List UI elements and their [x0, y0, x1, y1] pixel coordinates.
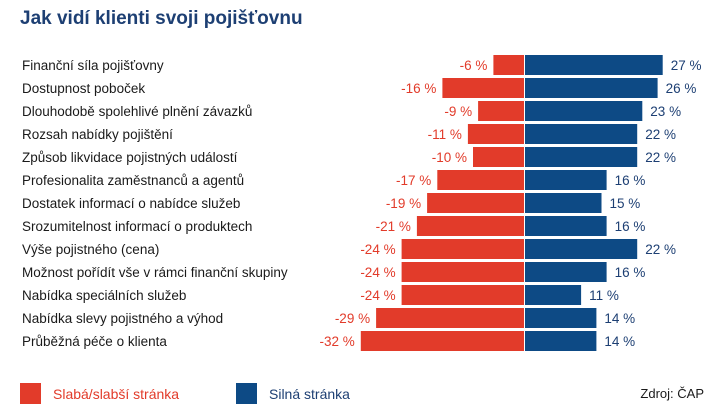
data-label-strong: 16 % — [615, 265, 646, 280]
bar-weak — [442, 78, 524, 98]
legend-item-strong: Silná stránka — [236, 383, 350, 404]
data-label-strong: 14 % — [604, 334, 635, 349]
data-label-strong: 22 % — [645, 150, 676, 165]
data-label-weak: -21 % — [376, 219, 411, 234]
category-label: Srozumitelnost informací o produktech — [22, 219, 252, 234]
data-label-strong: 11 % — [589, 288, 619, 303]
bar-strong — [525, 55, 663, 75]
bar-strong — [525, 262, 607, 282]
legend-label-weak: Slabá/slabší stránka — [53, 385, 180, 402]
bar-weak — [493, 55, 524, 75]
source-note: Zdroj: ČAP — [640, 386, 704, 401]
category-label: Průběžná péče o klienta — [22, 334, 167, 349]
legend-item-weak: Slabá/slabší stránka — [20, 383, 179, 404]
bar-strong — [525, 124, 638, 144]
bar-strong — [525, 147, 638, 167]
data-label-strong: 23 % — [650, 104, 681, 119]
legend-swatch-weak — [20, 383, 41, 404]
bar-strong — [525, 216, 607, 236]
category-label: Finanční síla pojišťovny — [22, 58, 164, 73]
bar-strong — [525, 239, 638, 259]
data-label-weak: -24 % — [360, 242, 395, 257]
data-label-weak: -32 % — [320, 334, 355, 349]
category-label: Nabídka slevy pojistného a výhod — [22, 311, 223, 326]
bar-weak — [473, 147, 524, 167]
data-label-strong: 16 % — [615, 173, 646, 188]
chart-title: Jak vidí klienti svoji pojišťovnu — [20, 8, 303, 29]
category-label: Rozsah nabídky pojištění — [22, 127, 173, 142]
bar-strong — [525, 331, 597, 351]
category-label: Způsob likvidace pojistných událostí — [22, 150, 238, 165]
data-label-weak: -10 % — [432, 150, 467, 165]
data-label-weak: -29 % — [335, 311, 370, 326]
legend-swatch-strong — [236, 383, 257, 404]
bar-strong — [525, 285, 582, 305]
bar-strong — [525, 308, 597, 328]
data-label-strong: 22 % — [645, 127, 676, 142]
data-label-weak: -16 % — [401, 81, 436, 96]
bar-weak — [376, 308, 524, 328]
data-label-weak: -19 % — [386, 196, 421, 211]
data-label-strong: 26 % — [666, 81, 697, 96]
bar-weak — [401, 285, 524, 305]
data-label-strong: 27 % — [671, 58, 702, 73]
bar-weak — [401, 239, 524, 259]
data-label-weak: -6 % — [460, 58, 488, 73]
bar-strong — [525, 101, 643, 121]
bar-strong — [525, 193, 602, 213]
bar-strong — [525, 170, 607, 190]
data-label-strong: 15 % — [610, 196, 641, 211]
data-label-weak: -9 % — [444, 104, 472, 119]
category-label: Profesionalita zaměstnanců a agentů — [22, 173, 244, 188]
bar-weak — [467, 124, 524, 144]
data-label-strong: 14 % — [604, 311, 635, 326]
category-label: Dlouhodobě spolehlivé plnění závazků — [22, 104, 252, 119]
data-label-weak: -24 % — [360, 265, 395, 280]
bar-weak — [437, 170, 524, 190]
category-label: Možnost pořídít vše v rámci finanční sku… — [22, 265, 288, 280]
legend-label-strong: Silná stránka — [269, 385, 350, 402]
data-label-weak: -11 % — [428, 127, 462, 142]
bar-weak — [478, 101, 524, 121]
bar-weak — [360, 331, 524, 351]
category-label: Výše pojistného (cena) — [22, 242, 159, 257]
bar-weak — [427, 193, 524, 213]
category-label: Dostatek informací o nabídce služeb — [22, 196, 240, 211]
bar-weak — [416, 216, 524, 236]
category-label: Nabídka speciálních služeb — [22, 288, 186, 303]
data-label-weak: -24 % — [360, 288, 395, 303]
data-label-strong: 22 % — [645, 242, 676, 257]
data-label-strong: 16 % — [615, 219, 646, 234]
category-label: Dostupnost poboček — [22, 81, 145, 96]
bar-weak — [401, 262, 524, 282]
bar-strong — [525, 78, 658, 98]
data-label-weak: -17 % — [396, 173, 431, 188]
